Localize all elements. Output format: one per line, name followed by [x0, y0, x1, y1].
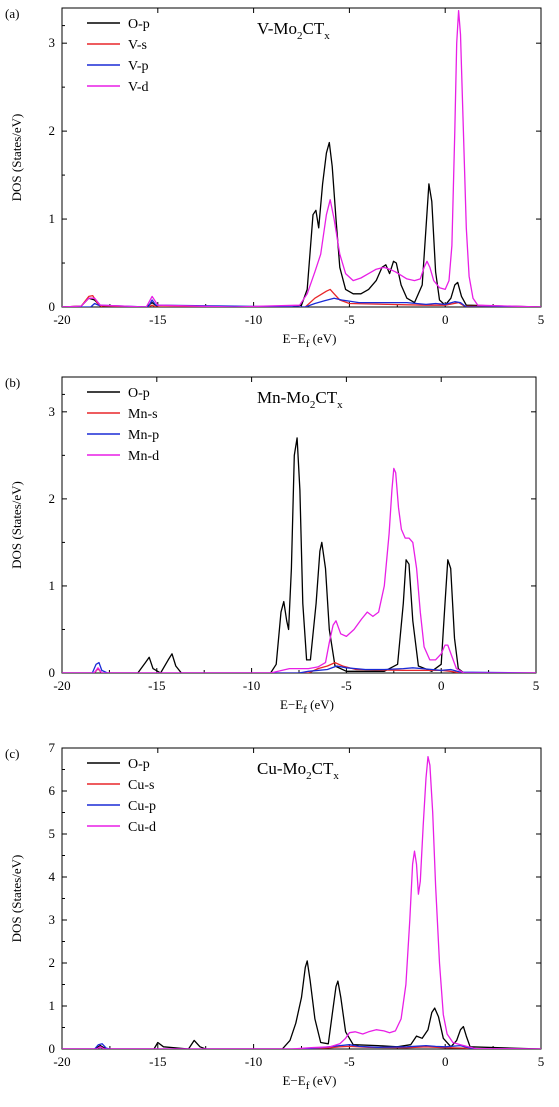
panel-label: (a)	[5, 6, 19, 21]
x-tick-label: -5	[344, 1054, 355, 1069]
dos-panel-a: -20 -15 -10 -5 0 5 0 1 2 3 O-p V-s V-p V-d V-Mo2CTx (a)…	[5, 6, 544, 350]
chart-title: Cu-Mo2CTx	[257, 759, 339, 782]
y-tick-label: 1	[49, 998, 56, 1013]
series-line-mn-p	[62, 661, 536, 673]
y-tick-label: 0	[49, 299, 56, 314]
x-tick-label: 5	[538, 1054, 545, 1069]
y-tick-label: 2	[49, 491, 56, 506]
x-tick-label: -20	[53, 312, 70, 327]
y-tick-label: 0	[49, 665, 56, 680]
x-axis-title: E−Ef (eV)	[280, 697, 334, 716]
x-tick-label: 5	[533, 678, 540, 693]
legend-label: Mn-d	[128, 449, 159, 464]
x-tick-label: 0	[442, 1054, 449, 1069]
series-line-mn-d	[62, 467, 536, 673]
chart-title: V-Mo2CTx	[257, 19, 330, 42]
y-tick-label: 3	[49, 912, 56, 927]
x-tick-label: -20	[53, 1054, 70, 1069]
plot-frame	[61, 747, 542, 1050]
y-tick-label: 2	[49, 123, 56, 138]
x-tick-label: -10	[245, 312, 262, 327]
chart-title: Mn-Mo2CTx	[257, 388, 343, 411]
series-line-o-p	[62, 141, 541, 307]
series-group	[62, 9, 541, 307]
x-tick-label: 0	[442, 312, 449, 327]
y-axis-title: DOS (States/eV)	[9, 855, 24, 943]
legend-label: V-p	[128, 59, 149, 74]
series-group	[62, 755, 541, 1049]
x-tick-label: -5	[344, 312, 355, 327]
series-line-cu-d	[62, 755, 541, 1049]
x-tick-label: 5	[538, 312, 545, 327]
x-tick-label: -15	[149, 1054, 166, 1069]
x-tick-label: -5	[341, 678, 352, 693]
legend-label: O-p	[128, 386, 150, 401]
y-tick-label: 3	[49, 35, 56, 50]
series-line-cu-p	[62, 1043, 541, 1049]
y-tick-label: 0	[49, 1041, 56, 1056]
series-group	[62, 437, 536, 673]
dos-panel-b: -20 -15 -10 -5 0 5 0 1 2 3 O-p Mn-s Mn-p Mn-d Mn-Mo2CT…	[5, 375, 539, 716]
y-tick-label: 5	[49, 826, 56, 841]
legend-label: Cu-d	[128, 820, 156, 835]
y-axis-title: DOS (States/eV)	[9, 481, 24, 569]
legend-label: Cu-s	[128, 778, 154, 793]
panel-label: (b)	[5, 375, 20, 390]
x-tick-label: -10	[245, 1054, 262, 1069]
y-axis-title: DOS (States/eV)	[9, 114, 24, 202]
series-line-o-p	[62, 960, 541, 1049]
legend-label: O-p	[128, 757, 150, 772]
y-tick-label: 6	[49, 783, 56, 798]
y-tick-label: 7	[49, 740, 56, 755]
legend-label: V-d	[128, 80, 149, 95]
y-tick-label: 2	[49, 955, 56, 970]
panel-label: (c)	[5, 746, 19, 761]
x-tick-label: -15	[149, 312, 166, 327]
legend-label: V-s	[128, 38, 147, 53]
y-tick-label: 1	[49, 578, 56, 593]
y-tick-label: 1	[49, 211, 56, 226]
legend-label: Cu-p	[128, 799, 156, 814]
x-axis-title: E−Ef (eV)	[283, 1073, 337, 1092]
legend-label: Mn-p	[128, 428, 159, 443]
legend-label: O-p	[128, 17, 150, 32]
x-tick-label: 0	[438, 678, 445, 693]
series-line-v-d	[62, 9, 541, 307]
series-line-o-p	[62, 437, 536, 673]
x-tick-label: -15	[148, 678, 165, 693]
x-tick-label: -20	[53, 678, 70, 693]
y-tick-label: 3	[49, 404, 56, 419]
x-tick-label: -10	[243, 678, 260, 693]
y-tick-label: 4	[49, 869, 56, 884]
x-axis-title: E−Ef (eV)	[283, 331, 337, 350]
dos-panel-c: -20 -15 -10 -5 0 5 0 1 2 3 4 5 6 7 O-p Cu-s Cu-p Cu-d Cu-M…	[5, 740, 544, 1092]
legend-label: Mn-s	[128, 407, 158, 422]
